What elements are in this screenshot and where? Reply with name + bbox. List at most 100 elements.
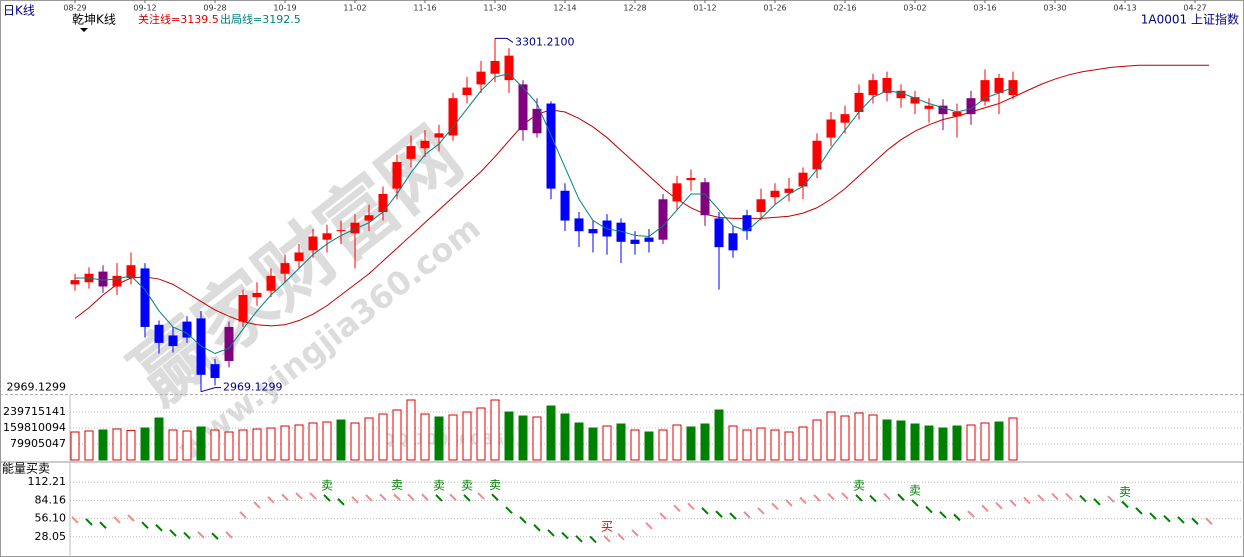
signal-label: 卖 — [489, 478, 501, 492]
y-tick-label: 28.05 — [35, 530, 67, 543]
energy-mark — [743, 511, 751, 519]
candle-body — [700, 182, 710, 216]
candle-body — [126, 265, 136, 278]
candle-body — [952, 112, 962, 117]
volume-bar — [112, 428, 122, 461]
volume-bar — [518, 415, 528, 461]
candle-body — [98, 271, 108, 287]
candle-body — [672, 183, 682, 202]
x-tick-label: 01-26 — [763, 4, 786, 13]
volume-bar — [700, 423, 710, 461]
energy-mark — [183, 531, 191, 540]
candle-body — [308, 236, 318, 251]
volume-bar — [686, 426, 696, 461]
candle-body — [462, 87, 472, 96]
volume-bar — [728, 425, 738, 461]
energy-mark — [659, 512, 667, 520]
energy-mark — [435, 494, 443, 502]
volume-bar — [364, 417, 374, 461]
signal-label: 买 — [601, 519, 613, 533]
energy-mark — [365, 494, 373, 502]
volume-bar — [98, 429, 108, 461]
volume-bar — [938, 427, 948, 461]
volume-bar — [798, 426, 808, 461]
x-tick-label: 10-19 — [273, 4, 296, 13]
signal-label: 卖 — [321, 478, 333, 492]
candle-body — [490, 60, 500, 74]
energy-mark — [813, 494, 821, 502]
y-tick-label: 159810094 — [3, 421, 66, 434]
volume-bar — [560, 413, 570, 461]
energy-mark — [295, 492, 303, 500]
volume-bar — [182, 430, 192, 461]
volume-bar — [280, 425, 290, 461]
energy-mark — [645, 522, 653, 530]
candle-body — [266, 275, 276, 291]
energy-mark — [925, 505, 933, 514]
volume-bar — [476, 407, 486, 461]
volume-bar — [896, 420, 906, 461]
dropdown-arrow[interactable] — [80, 28, 88, 32]
x-tick-label: 03-16 — [973, 4, 996, 13]
candle-body — [406, 146, 416, 159]
volume-bar — [196, 426, 206, 461]
energy-mark — [799, 496, 807, 505]
x-tick-label: 12-14 — [553, 4, 576, 13]
x-tick-label: 04-13 — [1113, 4, 1136, 13]
volume-bar — [490, 399, 500, 461]
signal-label: 卖 — [853, 478, 865, 492]
energy-mark — [603, 535, 611, 543]
y-tick-label: 112.21 — [28, 475, 67, 488]
candle-body — [336, 230, 346, 232]
energy-mark — [673, 504, 681, 512]
volume-bar — [602, 425, 612, 461]
candle-body — [112, 275, 122, 287]
candle-body — [798, 172, 808, 187]
energy-mark — [715, 510, 723, 518]
volume-bar — [532, 416, 542, 461]
energy-mark — [953, 513, 961, 522]
ma-short-line — [75, 73, 1014, 355]
candle-body — [826, 119, 836, 138]
candle-body — [420, 140, 430, 149]
energy-mark — [995, 501, 1003, 510]
volume-bar — [84, 430, 94, 461]
candle-body — [854, 92, 864, 113]
candle-body — [238, 295, 248, 322]
volume-bar — [434, 416, 444, 461]
energy-mark — [897, 493, 905, 501]
volume-bar — [882, 419, 892, 461]
energy-mark — [1107, 495, 1115, 503]
volume-bar — [406, 399, 416, 461]
volume-bar — [168, 429, 178, 461]
energy-mark — [869, 494, 877, 503]
energy-mark — [141, 521, 149, 529]
energy-mark — [1065, 492, 1073, 501]
energy-mark — [323, 494, 331, 502]
energy-mark — [939, 511, 947, 519]
candle-body — [210, 364, 220, 378]
panel-title: 能量买卖 — [2, 462, 50, 476]
candle-body — [910, 97, 920, 104]
energy-mark — [1009, 499, 1017, 507]
energy-mark — [701, 507, 709, 515]
candle-body — [868, 80, 878, 96]
volume-bar — [924, 425, 934, 461]
candle-body — [840, 114, 850, 123]
volume-bar — [308, 422, 318, 461]
candle-body — [280, 263, 290, 274]
y-tick-label: 239715141 — [3, 405, 66, 418]
candle-body — [742, 215, 752, 232]
period-label: 日K线 — [3, 4, 35, 18]
candle-body — [392, 162, 402, 189]
energy-mark — [379, 493, 387, 501]
candle-body — [574, 218, 584, 232]
x-tick-label: 04-27 — [1183, 4, 1206, 13]
energy-mark — [1177, 516, 1185, 524]
volume-bar — [210, 429, 220, 461]
x-tick-label: 01-12 — [693, 4, 716, 13]
energy-mark — [309, 492, 317, 500]
annotation-leader — [200, 387, 221, 393]
